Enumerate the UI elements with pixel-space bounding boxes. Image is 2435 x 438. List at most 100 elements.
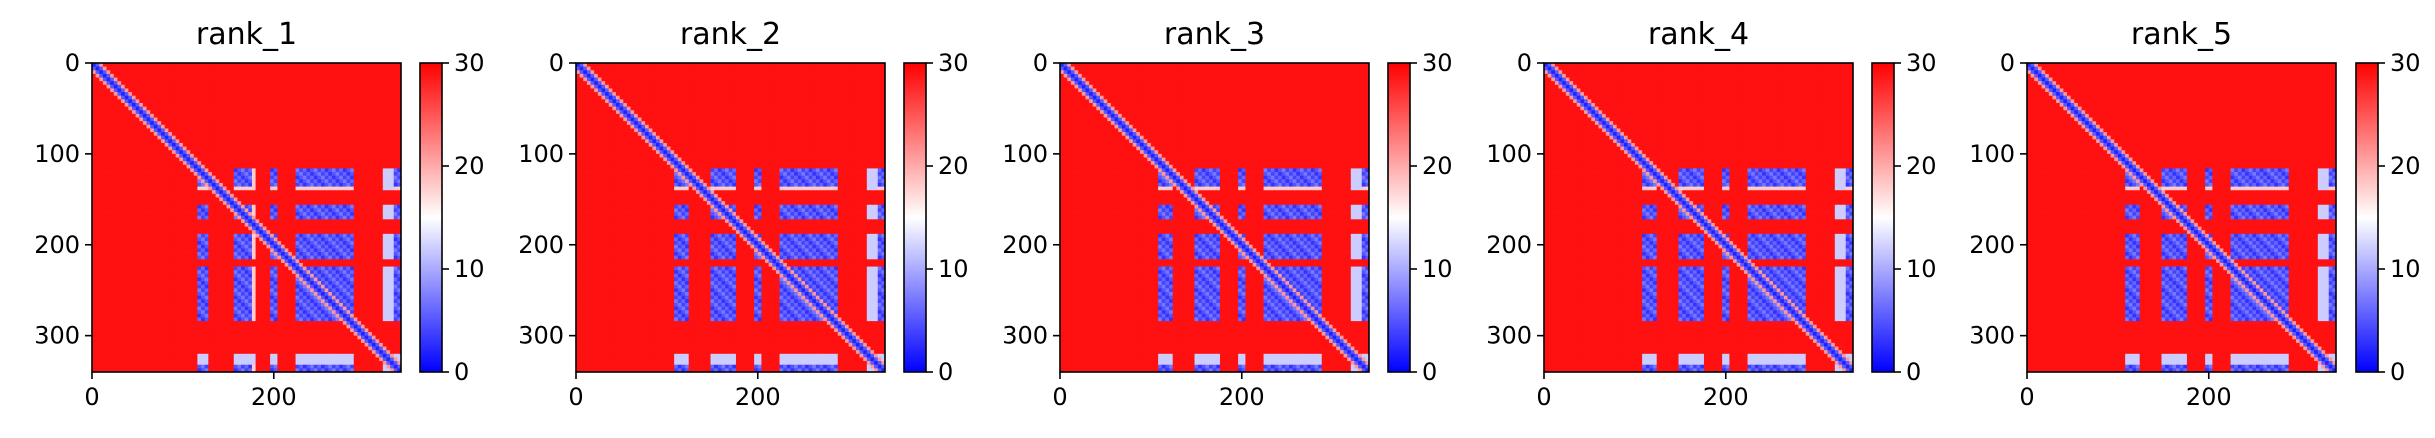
heatmap-cell — [332, 125, 336, 129]
heatmap-cell — [96, 208, 100, 212]
heatmap-cell — [201, 85, 205, 89]
heatmap-cell — [216, 161, 220, 165]
heatmap-cell — [150, 85, 154, 89]
heatmap-cell — [310, 161, 314, 165]
heatmap-cell — [266, 208, 270, 212]
heatmap-cell — [125, 205, 129, 209]
heatmap-cell — [183, 99, 187, 103]
heatmap-cell — [139, 99, 143, 103]
heatmap-cell — [227, 161, 231, 165]
heatmap-cell — [281, 205, 285, 209]
heatmap-cell — [299, 187, 303, 191]
heatmap-cell — [365, 190, 369, 194]
heatmap-cell — [281, 212, 285, 216]
heatmap-cell — [223, 183, 227, 187]
heatmap-cell — [147, 205, 151, 209]
heatmap-cell — [110, 67, 114, 71]
heatmap-cell — [176, 172, 180, 176]
heatmap-cell — [187, 128, 191, 132]
heatmap-cell — [132, 110, 136, 114]
heatmap-cell — [212, 158, 216, 162]
heatmap-cell — [183, 143, 187, 147]
heatmap-cell — [125, 136, 129, 140]
heatmap-cell — [343, 96, 347, 100]
heatmap-cell — [386, 216, 390, 220]
heatmap-cell — [245, 136, 249, 140]
heatmap-cell — [277, 118, 281, 122]
heatmap-cell — [241, 190, 245, 194]
heatmap-cell — [259, 158, 263, 162]
heatmap-cell — [350, 92, 354, 96]
heatmap-cell — [256, 219, 260, 223]
heatmap-cell — [103, 118, 107, 122]
heatmap-cell — [259, 219, 263, 223]
heatmap-cell — [274, 96, 278, 100]
heatmap-cell — [96, 161, 100, 165]
heatmap-cell — [147, 179, 151, 183]
heatmap-cell — [143, 179, 147, 183]
heatmap-cell — [383, 190, 387, 194]
heatmap-cell — [259, 114, 263, 118]
heatmap-cell — [277, 208, 281, 212]
heatmap-cell — [128, 208, 132, 212]
heatmap-cell — [368, 118, 372, 122]
heatmap-cell — [201, 78, 205, 82]
heatmap-cell — [245, 161, 249, 165]
heatmap-cell — [143, 147, 147, 151]
heatmap-cell — [230, 128, 234, 132]
heatmap-cell — [357, 176, 361, 180]
heatmap-cell — [197, 205, 201, 209]
heatmap-cell — [212, 190, 216, 194]
heatmap-cell — [241, 165, 245, 169]
heatmap-cell — [296, 205, 300, 209]
heatmap-cell — [190, 103, 194, 107]
heatmap-cell — [303, 128, 307, 132]
heatmap-cell — [310, 150, 314, 154]
heatmap-cell — [394, 147, 398, 151]
heatmap-cell — [361, 176, 365, 180]
heatmap-cell — [336, 74, 340, 78]
heatmap-cell — [332, 198, 336, 202]
heatmap-cell — [274, 176, 278, 180]
heatmap-cell — [234, 179, 238, 183]
heatmap-cell — [343, 136, 347, 140]
heatmap-cell — [176, 118, 180, 122]
heatmap-cell — [259, 208, 263, 212]
heatmap-cell — [132, 212, 136, 216]
heatmap-cell — [321, 154, 325, 158]
heatmap-cell — [299, 110, 303, 114]
heatmap-cell — [99, 74, 103, 78]
heatmap-cell — [234, 110, 238, 114]
heatmap-cell — [107, 67, 111, 71]
heatmap-cell — [96, 107, 100, 111]
heatmap-cell — [143, 74, 147, 78]
heatmap-cell — [306, 194, 310, 198]
heatmap-cell — [357, 128, 361, 132]
heatmap-cell — [96, 216, 100, 220]
heatmap-cell — [336, 88, 340, 92]
heatmap-cell — [150, 158, 154, 162]
heatmap-cell — [230, 183, 234, 187]
heatmap-cell — [165, 187, 169, 191]
heatmap-cell — [241, 161, 245, 165]
heatmap-cell — [350, 198, 354, 202]
heatmap-cell — [248, 212, 252, 216]
heatmap-cell — [103, 161, 107, 165]
heatmap-cell — [125, 88, 129, 92]
heatmap-cell — [197, 78, 201, 82]
heatmap-cell — [139, 70, 143, 74]
heatmap-cell — [165, 216, 169, 220]
heatmap-cell — [361, 81, 365, 85]
heatmap-cell — [125, 74, 129, 78]
heatmap-cell — [205, 67, 209, 71]
heatmap-cell — [339, 179, 343, 183]
heatmap-cell — [354, 187, 358, 191]
heatmap-cell — [103, 198, 107, 202]
heatmap-cell — [325, 92, 329, 96]
heatmap-cell — [346, 78, 350, 82]
heatmap-cell — [154, 198, 158, 202]
heatmap-cell — [274, 150, 278, 154]
heatmap-cell — [183, 154, 187, 158]
heatmap-cell — [306, 165, 310, 169]
heatmap-cell — [237, 147, 241, 151]
